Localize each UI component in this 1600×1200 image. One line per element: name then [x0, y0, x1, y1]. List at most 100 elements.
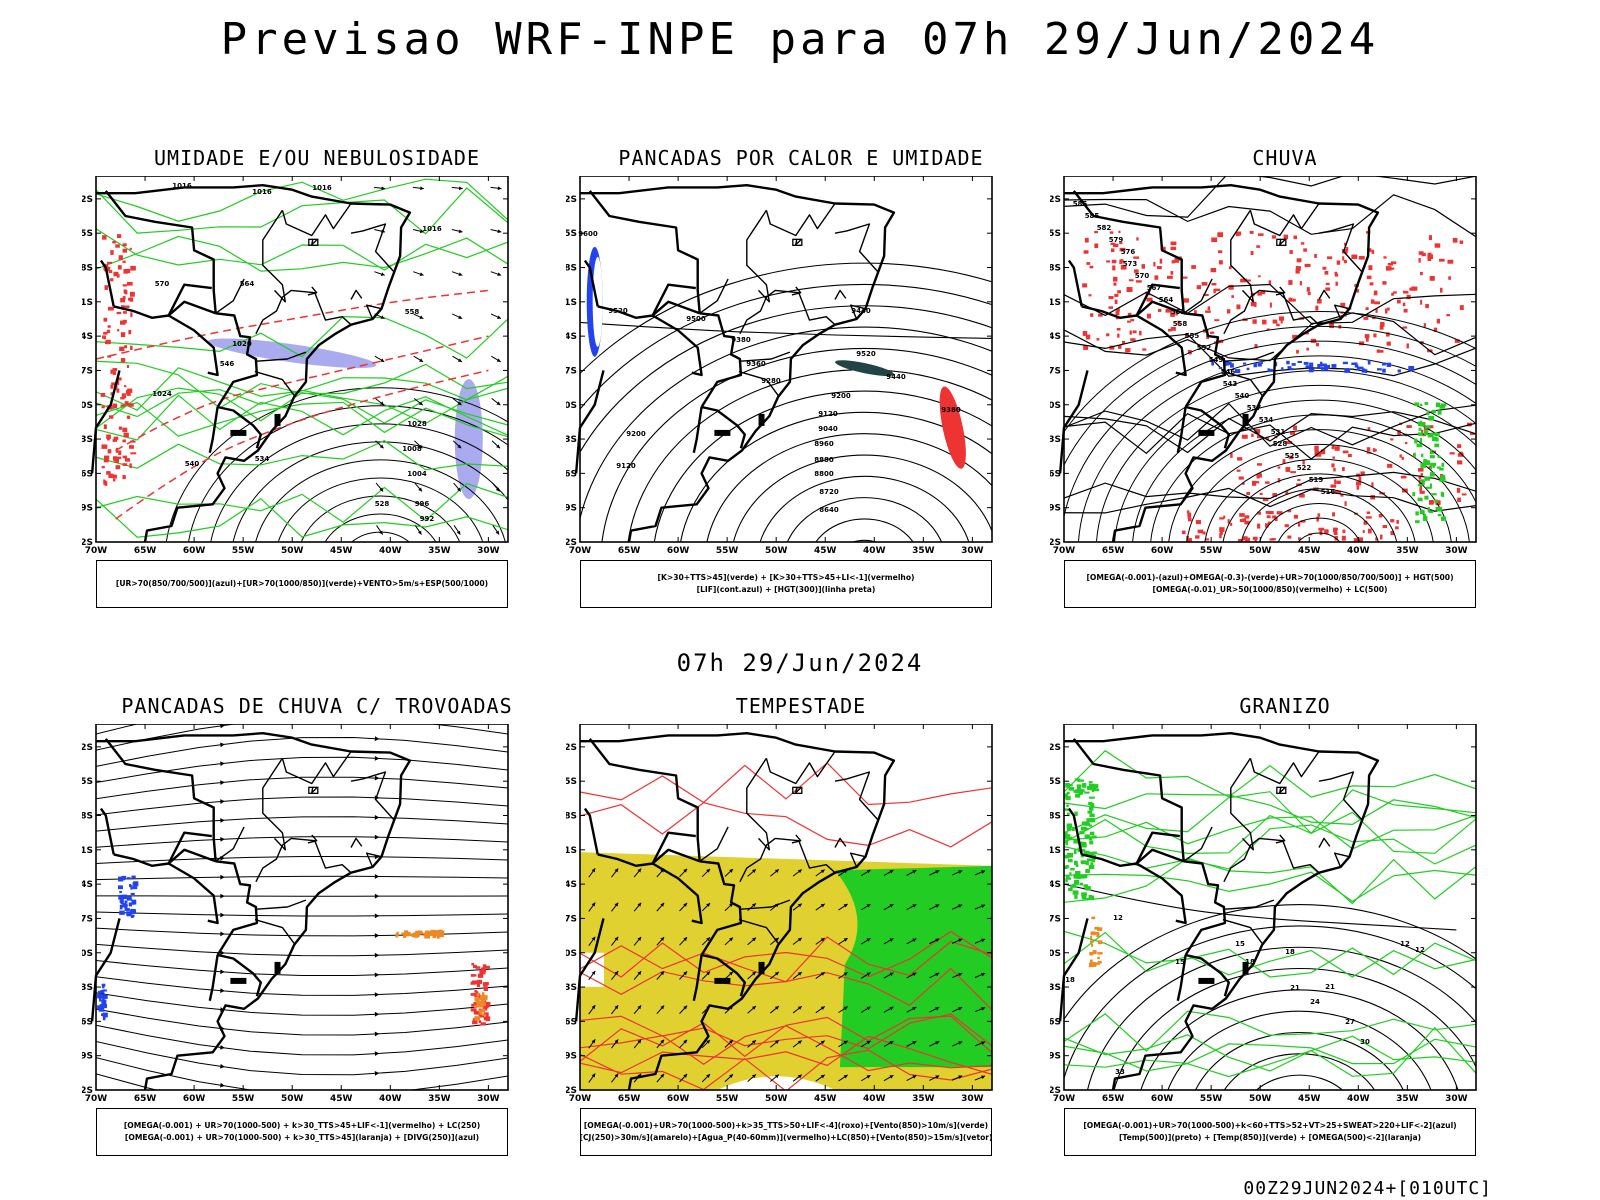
field-cell — [1244, 520, 1250, 525]
country-border — [583, 807, 599, 855]
country-border — [1135, 862, 1187, 925]
wind-arrow-head — [683, 937, 688, 942]
lat-label: 33S — [82, 983, 93, 993]
contour-label: 1028 — [407, 420, 427, 428]
country-border — [1176, 954, 1187, 1002]
field-cell — [1242, 518, 1247, 522]
field-cell — [1075, 793, 1081, 798]
field-cell — [1210, 268, 1217, 273]
rain-field — [1082, 230, 1464, 355]
field-cell — [1184, 334, 1188, 338]
field-cell — [1372, 449, 1377, 452]
panel-trovoadas: PANCADAS DE CHUVA C/ TROVOADAS 12S15S18S… — [74, 694, 552, 1184]
field-cell — [1424, 425, 1431, 429]
state-border — [834, 223, 879, 273]
field-cell — [1309, 368, 1315, 372]
wind-arrow-head — [381, 186, 386, 191]
country-border — [217, 405, 262, 449]
field-cell — [1439, 467, 1444, 471]
field-cell — [1479, 499, 1483, 503]
federal-district — [1276, 238, 1287, 246]
state-border — [791, 834, 802, 844]
field-cell — [1089, 951, 1094, 956]
contour-label: 9120 — [818, 410, 838, 418]
contour-line — [255, 459, 506, 542]
streamline-arrow — [374, 736, 380, 742]
field-cell — [1365, 307, 1369, 311]
panel-legend: [OMEGA(-0.001)+UR>70(1000-500)+k<60+TTS>… — [1064, 1108, 1476, 1156]
field-cell — [1097, 940, 1103, 945]
field-cell — [110, 369, 113, 374]
field-cell — [1487, 492, 1490, 494]
lat-label: 15S — [1050, 777, 1061, 787]
contour-line — [96, 187, 508, 235]
streamline — [96, 911, 508, 917]
field-cell — [1425, 303, 1429, 309]
streamline-arrow — [374, 815, 380, 820]
field-cell — [439, 930, 445, 933]
lat-label: 21S — [82, 846, 93, 856]
field-cell — [109, 415, 114, 419]
state-border — [350, 771, 395, 821]
state-border — [739, 837, 836, 883]
map-axes: 12S15S18S21S24S27S30S33S36S39S42S70W65W6… — [74, 723, 509, 1104]
field-cell — [104, 455, 110, 460]
field-cell — [1426, 410, 1430, 416]
field-cell — [1085, 334, 1091, 340]
streamline — [96, 856, 508, 864]
field-cell — [1436, 466, 1441, 469]
field-cell — [1246, 279, 1251, 282]
water-contours — [580, 762, 992, 1090]
wind-arrow-head — [614, 1073, 619, 1078]
field-cell — [1174, 258, 1179, 263]
field-cell — [1297, 360, 1302, 364]
field-cell — [1068, 787, 1075, 791]
lat-label: 33S — [566, 983, 577, 993]
country-border — [574, 918, 605, 1022]
state-border — [1249, 751, 1320, 785]
wind-arrow-head — [458, 315, 463, 319]
field-cell — [1419, 420, 1423, 425]
contour-line — [1064, 869, 1476, 903]
wind-arrow-head — [843, 972, 848, 976]
contour-label: 540 — [185, 460, 200, 468]
contour-label: 558 — [405, 308, 420, 316]
wind-arrow-head — [752, 971, 756, 976]
field-cell — [1286, 360, 1290, 365]
country-border — [692, 954, 703, 1002]
field-cell — [434, 930, 440, 936]
field-cell — [1288, 455, 1294, 460]
wind-arrow-head — [706, 971, 711, 976]
field-cell — [1367, 427, 1371, 431]
field-cell — [115, 456, 122, 460]
wind-arrow-head — [912, 1075, 917, 1079]
field-cell — [1139, 330, 1142, 336]
lat-label: 18S — [566, 264, 577, 274]
wind-arrow-head — [935, 1007, 940, 1011]
panel-legend: [UR>70(850/700/500)](azul)+[UR>70(1000/8… — [96, 560, 508, 608]
field-cell — [1064, 834, 1071, 839]
panel-pancadas-calor: PANCADAS POR CALOR E UMIDADE 9600 9520 950… — [558, 146, 1036, 636]
field-cell — [115, 244, 120, 248]
map-svg: 9600952095009440938093609280920091209040… — [558, 175, 993, 556]
wind850-area — [835, 865, 992, 1068]
field-cell — [1085, 861, 1089, 866]
field-cell — [122, 427, 128, 433]
field-cell — [1066, 791, 1070, 795]
lat-label: 36S — [566, 469, 577, 479]
streamline-arrow — [374, 893, 380, 899]
contour-label: 522 — [1297, 464, 1312, 472]
field-cell — [1459, 451, 1463, 454]
country-border — [1081, 848, 1185, 867]
field-cell — [1447, 259, 1454, 264]
wind-arrow-head — [866, 1040, 871, 1045]
field-cell — [1093, 788, 1100, 792]
field-cell — [1188, 517, 1192, 522]
lon-label: 70W — [85, 546, 108, 556]
field-cell — [1380, 534, 1383, 540]
panel-tempestade: TEMPESTADE 12S15S18S21S24S27S30S33S36S39… — [558, 694, 1036, 1184]
wind-arrow-head — [591, 970, 596, 975]
wind-arrow-head — [843, 903, 848, 908]
wind-arrow-head — [683, 1074, 688, 1078]
field-cell — [1291, 363, 1296, 366]
